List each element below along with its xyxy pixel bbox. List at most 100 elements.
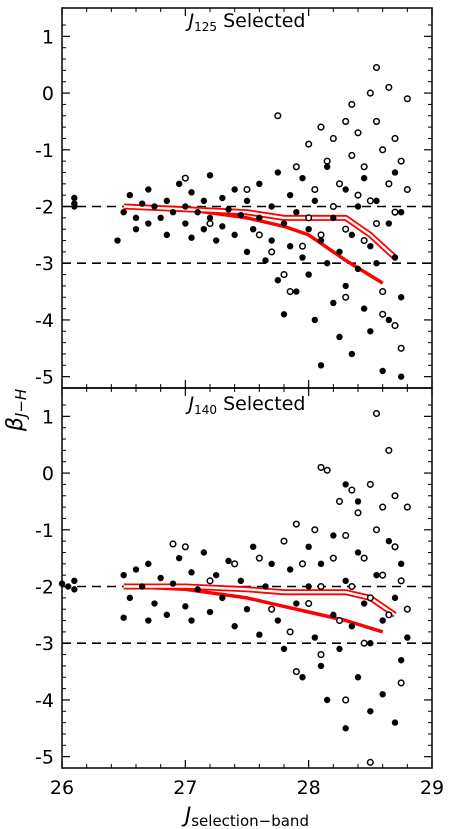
top-filled-point: [299, 174, 306, 182]
bottom-y-tick-label: -4: [35, 690, 54, 712]
bottom-filled-point: [342, 481, 349, 488]
bottom-open-point: [366, 758, 374, 766]
top-open-point: [243, 185, 251, 194]
bottom-filled-point: [391, 719, 399, 726]
top-y-tick-label: -1: [35, 140, 54, 162]
top-open-point: [379, 310, 387, 318]
top-filled-point: [249, 225, 257, 233]
top-filled-point: [299, 254, 306, 261]
bottom-open-point: [366, 480, 374, 488]
top-open-point: [385, 83, 393, 91]
panel-top-points: [71, 64, 411, 380]
top-open-point: [292, 163, 300, 171]
bottom-filled-point: [404, 634, 411, 641]
top-open-point: [317, 231, 325, 239]
top-filled-point: [182, 203, 189, 210]
top-filled-point: [391, 169, 399, 176]
bottom-filled-point: [163, 611, 171, 619]
bottom-open-point: [342, 696, 350, 704]
top-open-point: [298, 242, 307, 250]
top-open-point: [372, 219, 381, 228]
bottom-filled-point: [354, 498, 362, 505]
top-filled-point: [354, 265, 362, 273]
x-tick-label: 26: [50, 777, 74, 799]
bottom-filled-point: [323, 696, 331, 704]
bottom-filled-point: [305, 583, 312, 590]
bottom-open-point: [372, 526, 381, 534]
top-filled-point: [317, 237, 325, 244]
top-open-point: [403, 185, 411, 194]
top-y-tick-label: -2: [35, 197, 54, 219]
top-open-point: [391, 322, 399, 330]
bottom-filled-point: [336, 645, 343, 653]
panel-top: 1 0 -1 -2 -3 -4 -5 J125 Selected: [35, 7, 433, 389]
top-open-point: [181, 174, 189, 182]
bottom-open-point: [360, 639, 368, 647]
bottom-open-point: [298, 560, 307, 568]
x-tick-label: 27: [173, 777, 197, 799]
top-filled-point: [188, 189, 195, 196]
top-filled-point: [132, 225, 140, 233]
bottom-filled-point: [231, 623, 238, 630]
top-filled-point: [311, 197, 319, 205]
bottom-open-point: [231, 560, 239, 568]
panel-top-y-ticks: 1 0 -1 -2 -3 -4 -5: [35, 24, 432, 389]
top-filled-point: [138, 200, 146, 207]
top-y-tick-label: -4: [35, 310, 54, 332]
top-filled-point: [231, 186, 238, 193]
top-filled-point: [391, 254, 399, 261]
top-open-point: [329, 202, 337, 211]
top-filled-point: [354, 203, 362, 210]
bottom-open-point: [255, 554, 263, 562]
bottom-filled-point: [225, 557, 232, 565]
top-filled-point: [206, 214, 214, 222]
top-filled-point: [385, 316, 393, 324]
bottom-filled-point: [268, 560, 275, 568]
top-filled-point: [336, 248, 343, 256]
bottom-filled-point: [219, 594, 226, 602]
top-filled-point: [274, 169, 282, 176]
bottom-filled-point: [293, 600, 300, 607]
top-filled-point: [237, 211, 245, 219]
top-filled-point: [262, 257, 269, 264]
bottom-filled-point: [132, 566, 140, 573]
top-open-point: [403, 95, 411, 103]
top-open-point: [379, 146, 387, 154]
bottom-open-point: [354, 509, 362, 517]
top-filled-point: [114, 237, 121, 244]
top-open-point: [286, 288, 294, 296]
bottom-filled-point: [71, 586, 78, 593]
top-filled-point: [145, 186, 152, 193]
top-filled-point: [212, 237, 220, 244]
top-filled-point: [323, 260, 331, 267]
top-filled-point: [219, 194, 226, 202]
bottom-filled-point: [286, 566, 294, 573]
top-filled-point: [280, 311, 288, 318]
bottom-open-point: [397, 577, 405, 585]
bottom-filled-point: [317, 560, 325, 568]
top-filled-point: [151, 203, 158, 210]
bottom-open-point: [169, 540, 177, 548]
bottom-filled-point: [367, 640, 374, 647]
bottom-y-tick-label: -3: [35, 633, 54, 655]
top-open-point: [379, 288, 387, 296]
bottom-open-point: [305, 599, 313, 608]
bottom-open-point: [385, 611, 393, 619]
top-filled-point: [256, 214, 263, 222]
bottom-filled-point: [138, 583, 146, 590]
bottom-filled-point: [397, 657, 405, 664]
bottom-filled-point: [151, 600, 158, 607]
top-filled-point: [379, 367, 386, 375]
bottom-filled-point: [354, 674, 362, 681]
top-y-tick-label: 1: [42, 26, 54, 48]
top-y-tick-label: -3: [35, 253, 54, 275]
bottom-filled-point: [360, 600, 368, 607]
bottom-open-point: [335, 616, 344, 625]
top-open-point: [329, 134, 337, 142]
bottom-open-point: [348, 486, 356, 494]
bottom-filled-point: [342, 577, 349, 585]
bottom-open-point: [385, 446, 393, 454]
bottom-filled-point: [237, 577, 245, 585]
bottom-open-point: [317, 582, 325, 591]
top-filled-point: [397, 373, 405, 380]
